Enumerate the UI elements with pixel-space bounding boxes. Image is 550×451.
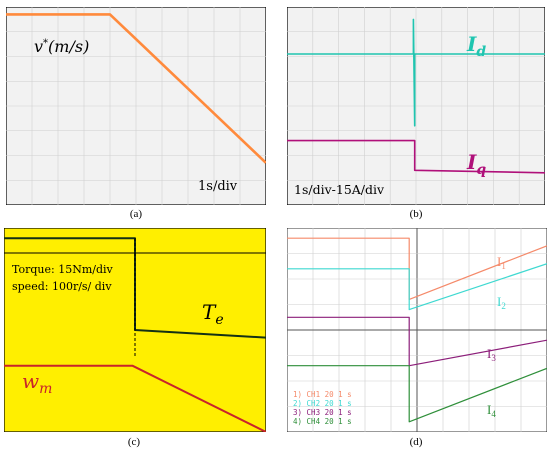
series-id-line bbox=[287, 18, 545, 127]
panel-c-traces bbox=[4, 237, 266, 432]
panel-d-i4-label: I4 bbox=[487, 402, 496, 419]
panel-a-timebase: 1s/div bbox=[198, 179, 238, 194]
panel-b-timebase: 1s/div-15A/div bbox=[294, 182, 385, 197]
panel-d-legend-ch2: 2) CH2 20 1 s bbox=[293, 399, 352, 408]
panel-d: I1 I2 I3 I4 1) CH1 20 1 s 2) CH2 20 1 s … bbox=[287, 228, 547, 432]
panel-d-legend-ch3: 3) CH3 20 1 s bbox=[293, 408, 352, 417]
series-vms-line bbox=[6, 13, 266, 164]
caption-d: (d) bbox=[409, 436, 423, 448]
panel-c-speed-scale: speed: 100r/s/ div bbox=[12, 280, 112, 293]
panel-c-scope: Torque: 15Nm/div speed: 100r/s/ div Te w… bbox=[4, 228, 266, 432]
caption-a: (a) bbox=[129, 208, 143, 220]
panel-b: Id Iq 1s/div-15A/div bbox=[287, 7, 545, 205]
panel-a: v*(m/s) 1s/div bbox=[6, 7, 266, 205]
panel-d-traces bbox=[287, 237, 547, 423]
panel-d-i1-label: I1 bbox=[497, 254, 506, 271]
panel-c-torque-scale: Torque: 15Nm/div bbox=[12, 263, 114, 276]
series-i2-line bbox=[287, 263, 547, 311]
panel-a-grid bbox=[6, 7, 266, 205]
series-i3-line bbox=[287, 316, 547, 367]
panel-d-i2-label: I2 bbox=[497, 294, 506, 311]
panel-d-i3-label: I3 bbox=[487, 346, 496, 363]
panel-a-scope: v*(m/s) 1s/div bbox=[6, 7, 266, 205]
panel-d-scope: I1 I2 I3 I4 1) CH1 20 1 s 2) CH2 20 1 s … bbox=[287, 228, 547, 432]
panel-b-scope: Id Iq 1s/div-15A/div bbox=[287, 7, 545, 205]
panel-b-traces bbox=[287, 18, 545, 174]
panel-b-grid bbox=[287, 7, 545, 205]
panel-d-legend-ch1: 1) CH1 20 1 s bbox=[293, 390, 352, 399]
series-i4-line bbox=[287, 365, 547, 423]
panel-d-legend-ch4: 4) CH4 20 1 s bbox=[293, 417, 352, 426]
panel-a-series-label: v*(m/s) bbox=[34, 37, 89, 56]
panel-d-grid bbox=[287, 228, 547, 432]
series-wm-line bbox=[4, 364, 266, 432]
caption-b: (b) bbox=[409, 208, 423, 220]
caption-c: (c) bbox=[127, 436, 141, 448]
series-iq-line bbox=[287, 139, 545, 174]
panel-a-traces bbox=[6, 13, 266, 164]
panel-c: Torque: 15Nm/div speed: 100r/s/ div Te w… bbox=[4, 228, 266, 432]
